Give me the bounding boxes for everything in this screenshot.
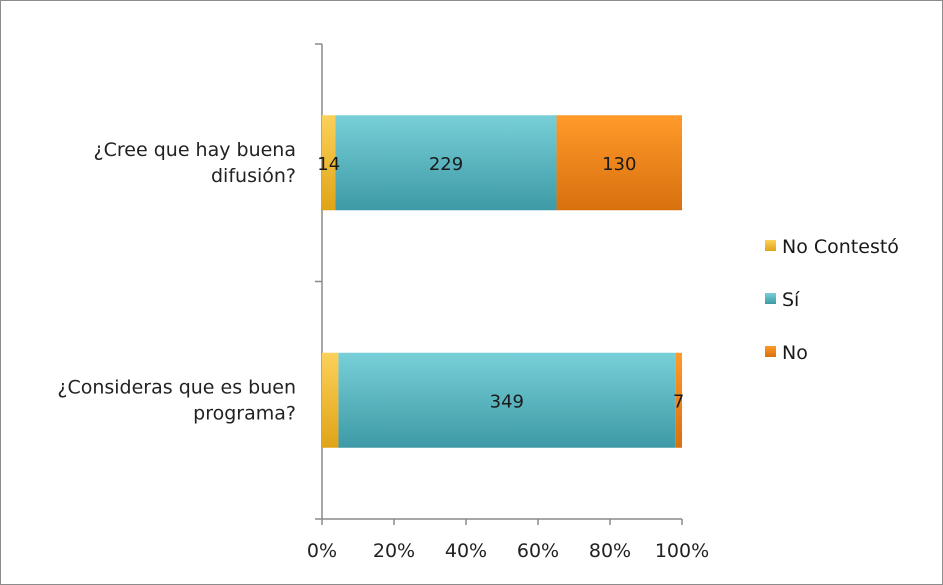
data-label: 7 [673,391,684,412]
legend-swatch [765,293,776,304]
data-label: 229 [429,154,463,175]
legend-swatch [765,240,776,251]
x-tick-label: 80% [589,540,631,562]
bar-segment [322,353,338,448]
legend-label: No Contestó [782,236,899,258]
category-label: programa? [193,402,296,424]
category-label: ¿Consideras que es buen [57,376,296,398]
x-tick-label: 0% [307,540,337,562]
x-tick-label: 100% [655,540,709,562]
data-label: 130 [602,154,636,175]
data-label: 14 [317,154,340,175]
legend-swatch [765,346,776,357]
category-label: difusión? [211,165,296,187]
legend: No Contestó Sí No [765,236,899,364]
legend-label: No [782,342,808,364]
x-tick-label: 20% [373,540,415,562]
category-label: ¿Cree que hay buena [94,139,296,161]
data-label: 349 [490,391,524,412]
x-tick-label: 40% [445,540,487,562]
x-tick-label: 60% [517,540,559,562]
legend-label: Sí [782,289,800,311]
